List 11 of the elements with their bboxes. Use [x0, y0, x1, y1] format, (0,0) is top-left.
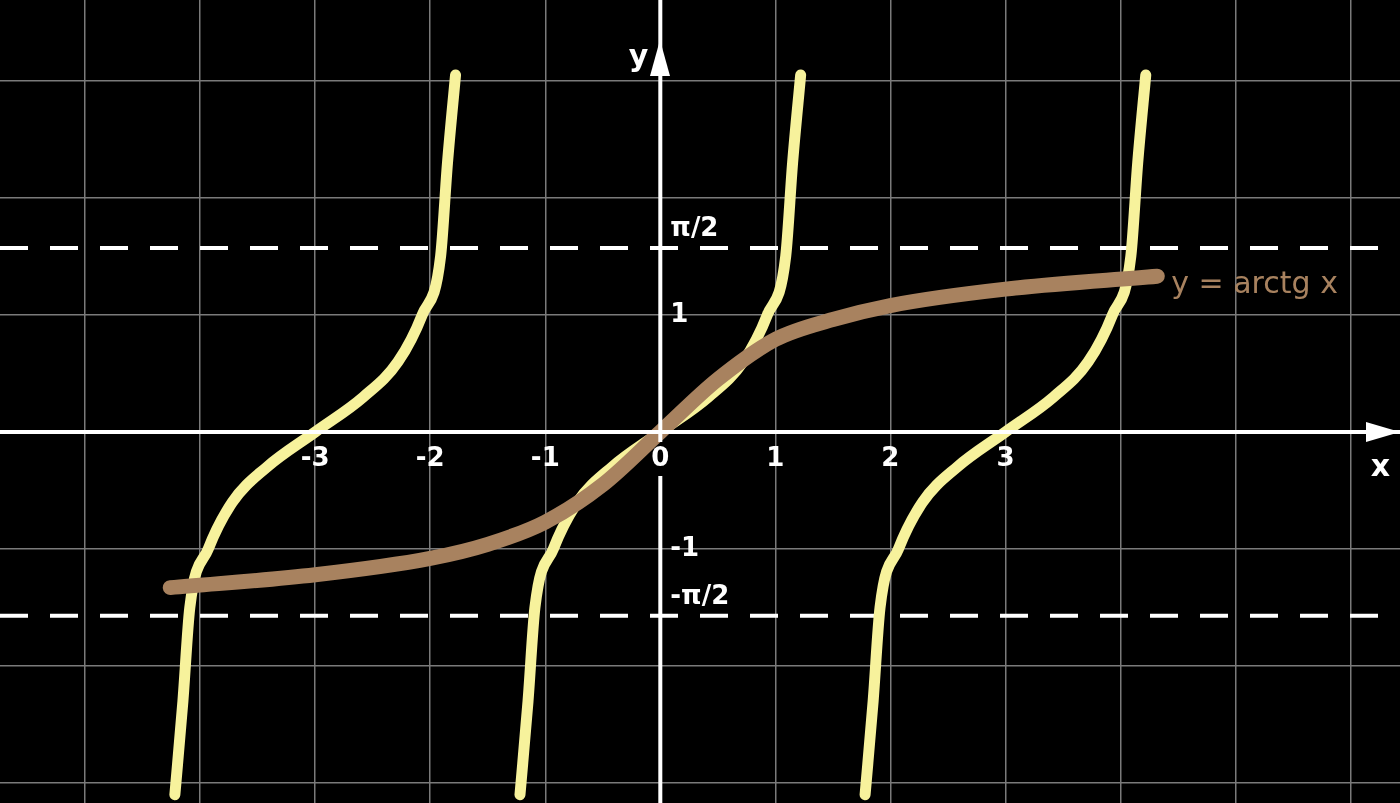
x-tick-label: -1 [530, 441, 560, 472]
ref-line-label: -π/2 [670, 579, 730, 610]
x-tick-label: -3 [300, 441, 330, 472]
ref-line-label: π/2 [670, 211, 719, 242]
x-tick-label: 2 [881, 441, 900, 472]
x-tick-label: -2 [415, 441, 445, 472]
x-tick-label: 0 [651, 441, 670, 472]
y-axis-title: y [628, 37, 649, 73]
x-tick-label: 3 [996, 441, 1015, 472]
x-tick-label: 1 [766, 441, 785, 472]
x-axis-title: x [1370, 447, 1390, 483]
